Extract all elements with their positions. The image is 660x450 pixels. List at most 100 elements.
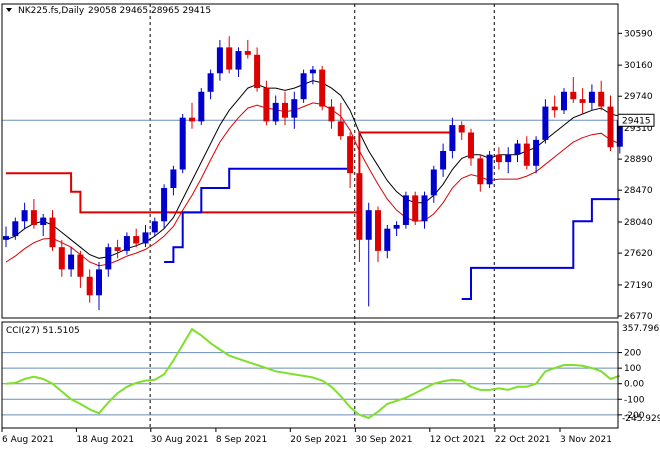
candle-body-24 [226, 47, 233, 70]
indicator-line-3-1 [461, 198, 620, 300]
candle-body-59 [551, 106, 558, 111]
candle-body-4 [40, 217, 47, 225]
chart-title: NK225.fs,Daily 29058 29465 28965 29415 [6, 6, 211, 16]
candle-body-47 [440, 150, 447, 170]
candle-body-32 [300, 73, 307, 100]
candle-body-12 [114, 247, 121, 251]
x-tick-label-2: 30 Aug 2021 [151, 435, 209, 445]
candle-body-34 [319, 69, 326, 107]
candle-body-53 [495, 154, 502, 163]
candle-body-3 [30, 210, 37, 225]
candle-body-61 [570, 91, 577, 100]
candle-body-27 [254, 54, 261, 89]
cci-tick-label-4: -200 [624, 411, 645, 421]
cci-tick-label-1: 100 [624, 364, 641, 374]
candle-body-52 [486, 154, 493, 185]
x-tick-label-3: 8 Sep 2021 [216, 435, 267, 445]
candle-body-29 [272, 102, 279, 122]
candle-body-23 [216, 47, 223, 74]
candle-body-11 [105, 247, 112, 270]
cci-line [5, 327, 621, 420]
candle-body-40 [375, 210, 381, 251]
candle-body-2 [21, 210, 28, 222]
candle-body-28 [263, 88, 270, 122]
cci-tick-label-3: -100 [624, 395, 645, 405]
candle-body-30 [282, 102, 288, 118]
cci-panel [2, 327, 621, 420]
candle-body-20 [189, 117, 195, 122]
price-tick-label-1: 30160 [624, 61, 653, 71]
candle-body-51 [477, 158, 484, 185]
candle-body-66 [616, 120, 623, 147]
candle-body-49 [458, 125, 465, 133]
candle-body-65 [607, 106, 614, 148]
candle-body-10 [96, 269, 102, 296]
candle-body-8 [77, 254, 84, 277]
candle-body-62 [579, 99, 586, 103]
candle-body-7 [68, 254, 75, 270]
candle-body-46 [430, 169, 437, 196]
ohlc-values: 29058 29465 28965 29415 [88, 6, 211, 16]
candle-body-33 [309, 69, 316, 74]
candle-body-48 [449, 125, 456, 151]
candle-body-25 [235, 51, 242, 70]
indicator-line-2-0 [6, 131, 453, 214]
candle-body-39 [365, 210, 372, 240]
candle-body-43 [402, 195, 409, 225]
indicator-line-3-0 [164, 167, 351, 263]
candle-body-54 [505, 154, 512, 163]
candle-body-41 [384, 228, 391, 251]
cci-max-label: 357.796 [622, 324, 659, 334]
candle-body-13 [123, 236, 130, 251]
price-tick-label-2: 29740 [624, 92, 653, 102]
candle-body-1 [12, 221, 19, 237]
x-tick-label-0: 6 Aug 2021 [2, 435, 54, 445]
candle-body-37 [347, 136, 354, 174]
candle-body-18 [170, 169, 177, 188]
symbol-label: NK225.fs,Daily [18, 6, 85, 16]
cci-panel-frame [1, 321, 619, 429]
x-tick-label-4: 20 Sep 2021 [290, 435, 347, 445]
candle-body-38 [356, 173, 363, 240]
price-tick-label-5: 28470 [624, 186, 653, 196]
candle-body-36 [337, 121, 344, 137]
price-tick-label-6: 28040 [624, 218, 653, 228]
cci-tick-label-2: 0.00 [624, 380, 644, 390]
candle-body-9 [86, 276, 93, 296]
x-tick-label-7: 22 Oct 2021 [495, 435, 551, 445]
candle-body-16 [151, 221, 158, 233]
price-tick-label-4: 28890 [624, 155, 653, 165]
candle-body-42 [393, 224, 400, 229]
candle-body-21 [198, 91, 205, 122]
period-separators [149, 4, 495, 428]
candle-body-0 [3, 236, 9, 240]
last-price-label: 29415 [622, 116, 651, 126]
candle-body-60 [561, 91, 567, 111]
dropdown-triangle-icon[interactable] [6, 8, 12, 12]
price-tick-label-9: 26770 [624, 312, 653, 322]
candle-body-63 [588, 91, 595, 103]
candle-body-55 [514, 143, 521, 155]
candle-body-26 [244, 51, 251, 55]
candle-body-15 [142, 232, 149, 244]
candle-body-45 [421, 195, 428, 222]
candle-body-17 [161, 187, 168, 222]
price-tick-label-0: 30590 [624, 29, 653, 39]
candle-body-57 [533, 139, 540, 166]
cci-min-label: -245.929 [622, 414, 660, 424]
candle-body-31 [291, 99, 298, 118]
price-tick-label-7: 27620 [624, 249, 653, 259]
candle-body-58 [542, 106, 549, 140]
candle-body-14 [133, 236, 140, 244]
price-tick-label-8: 27190 [624, 281, 653, 291]
x-tick-label-1: 18 Aug 2021 [76, 435, 134, 445]
candle-body-64 [598, 91, 605, 107]
price-tick-label-3: 29310 [624, 124, 653, 134]
candle-body-5 [49, 217, 56, 248]
candle-body-19 [179, 117, 186, 170]
candle-body-6 [58, 247, 65, 270]
cci-tick-label-0: 200 [624, 349, 641, 359]
candle-body-50 [468, 132, 474, 159]
